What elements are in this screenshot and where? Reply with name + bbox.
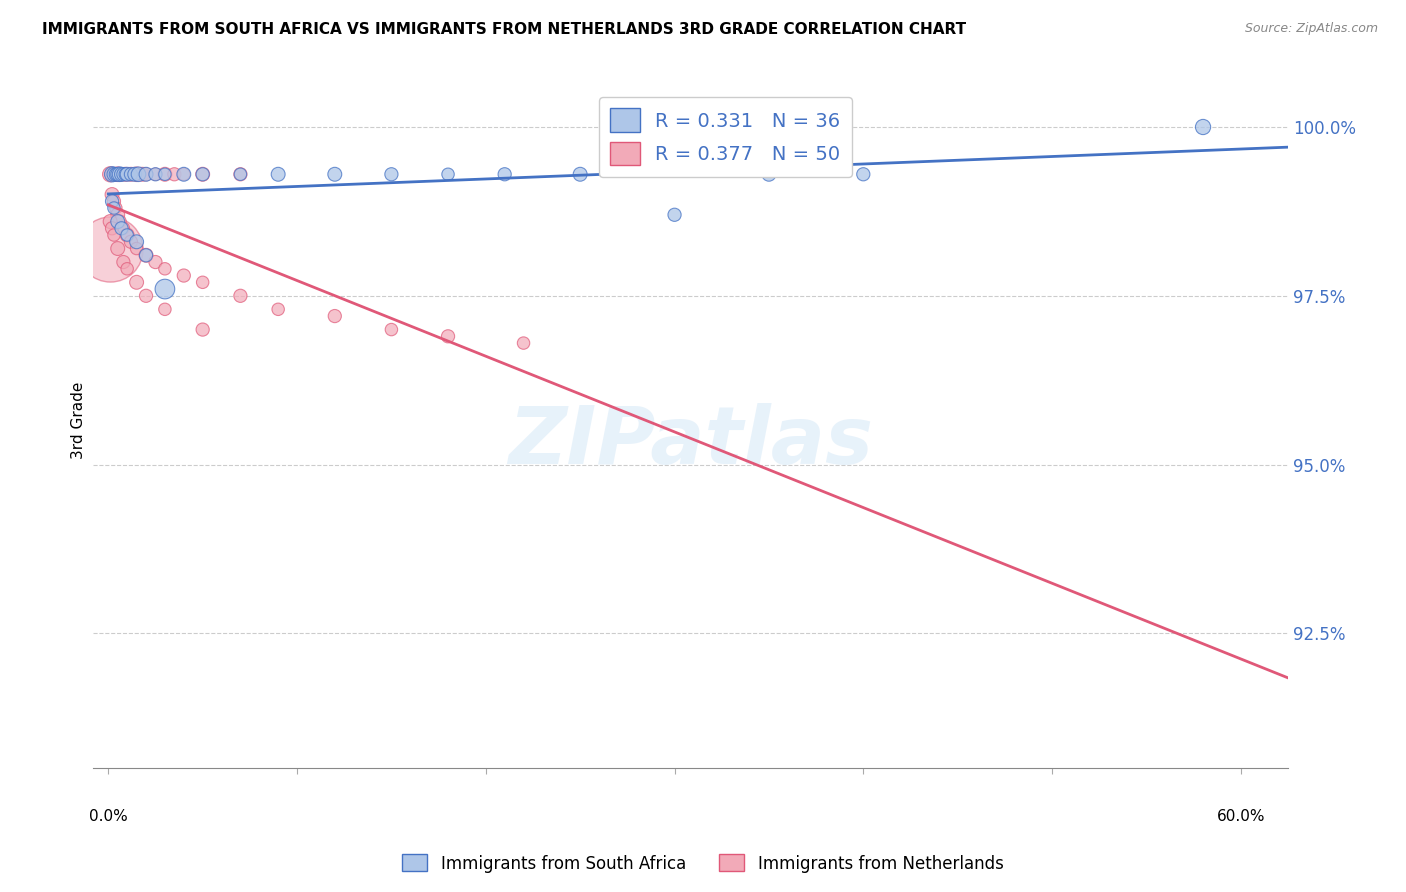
Point bbox=[104, 201, 127, 215]
Point bbox=[437, 329, 460, 343]
Point bbox=[120, 167, 142, 181]
Point bbox=[107, 167, 129, 181]
Point bbox=[1192, 120, 1215, 134]
Y-axis label: 3rd Grade: 3rd Grade bbox=[72, 382, 86, 459]
Point bbox=[103, 227, 125, 242]
Point bbox=[112, 167, 135, 181]
Point bbox=[153, 167, 176, 181]
Point bbox=[135, 167, 157, 181]
Text: 0.0%: 0.0% bbox=[89, 809, 128, 824]
Text: IMMIGRANTS FROM SOUTH AFRICA VS IMMIGRANTS FROM NETHERLANDS 3RD GRADE CORRELATIO: IMMIGRANTS FROM SOUTH AFRICA VS IMMIGRAN… bbox=[42, 22, 966, 37]
Point bbox=[108, 214, 131, 228]
Point bbox=[115, 167, 138, 181]
Point bbox=[112, 255, 135, 269]
Point bbox=[107, 214, 129, 228]
Point bbox=[852, 167, 875, 181]
Point bbox=[758, 167, 780, 181]
Point bbox=[101, 221, 124, 235]
Point bbox=[101, 167, 124, 181]
Point bbox=[103, 201, 125, 215]
Point bbox=[114, 167, 136, 181]
Point bbox=[664, 208, 686, 222]
Point bbox=[115, 227, 138, 242]
Point bbox=[103, 194, 125, 209]
Point bbox=[101, 167, 124, 181]
Point bbox=[191, 167, 214, 181]
Point bbox=[112, 167, 135, 181]
Point bbox=[153, 302, 176, 317]
Point bbox=[380, 167, 402, 181]
Point bbox=[98, 242, 121, 256]
Point bbox=[107, 167, 129, 181]
Point bbox=[229, 167, 252, 181]
Point bbox=[103, 167, 125, 181]
Point bbox=[135, 289, 157, 303]
Point bbox=[114, 167, 136, 181]
Point bbox=[512, 336, 534, 351]
Point bbox=[191, 322, 214, 336]
Point bbox=[110, 167, 132, 181]
Point bbox=[323, 167, 346, 181]
Point bbox=[104, 167, 127, 181]
Point bbox=[494, 167, 516, 181]
Point bbox=[135, 167, 157, 181]
Point bbox=[115, 261, 138, 276]
Text: ZIPatlas: ZIPatlas bbox=[508, 402, 873, 481]
Point bbox=[107, 242, 129, 256]
Point bbox=[323, 309, 346, 323]
Legend: Immigrants from South Africa, Immigrants from Netherlands: Immigrants from South Africa, Immigrants… bbox=[395, 847, 1011, 880]
Point bbox=[229, 167, 252, 181]
Point bbox=[120, 235, 142, 249]
Point bbox=[115, 167, 138, 181]
Point bbox=[173, 268, 195, 283]
Point bbox=[127, 167, 149, 181]
Point bbox=[145, 167, 167, 181]
Point bbox=[124, 167, 146, 181]
Point bbox=[173, 167, 195, 181]
Point bbox=[103, 167, 125, 181]
Point bbox=[153, 282, 176, 296]
Point bbox=[101, 194, 124, 209]
Point bbox=[380, 322, 402, 336]
Point bbox=[110, 221, 132, 235]
Point bbox=[108, 167, 131, 181]
Point bbox=[191, 167, 214, 181]
Point bbox=[107, 208, 129, 222]
Point bbox=[108, 167, 131, 181]
Point bbox=[163, 167, 186, 181]
Point bbox=[104, 167, 127, 181]
Point bbox=[153, 167, 176, 181]
Point bbox=[153, 261, 176, 276]
Point bbox=[145, 255, 167, 269]
Text: Source: ZipAtlas.com: Source: ZipAtlas.com bbox=[1244, 22, 1378, 36]
Point bbox=[191, 275, 214, 289]
Point bbox=[125, 167, 148, 181]
Point bbox=[229, 289, 252, 303]
Legend: R = 0.331   N = 36, R = 0.377   N = 50: R = 0.331 N = 36, R = 0.377 N = 50 bbox=[599, 96, 852, 178]
Point bbox=[267, 302, 290, 317]
Point bbox=[125, 242, 148, 256]
Point bbox=[131, 167, 153, 181]
Point bbox=[267, 167, 290, 181]
Point bbox=[120, 167, 142, 181]
Point bbox=[110, 167, 132, 181]
Point bbox=[145, 167, 167, 181]
Point bbox=[437, 167, 460, 181]
Point bbox=[112, 221, 135, 235]
Point bbox=[569, 167, 592, 181]
Point bbox=[98, 214, 121, 228]
Text: 60.0%: 60.0% bbox=[1216, 809, 1265, 824]
Point bbox=[173, 167, 195, 181]
Point bbox=[98, 167, 121, 181]
Point bbox=[125, 275, 148, 289]
Point bbox=[115, 227, 138, 242]
Point bbox=[101, 187, 124, 202]
Point bbox=[135, 248, 157, 262]
Point bbox=[135, 248, 157, 262]
Point bbox=[125, 235, 148, 249]
